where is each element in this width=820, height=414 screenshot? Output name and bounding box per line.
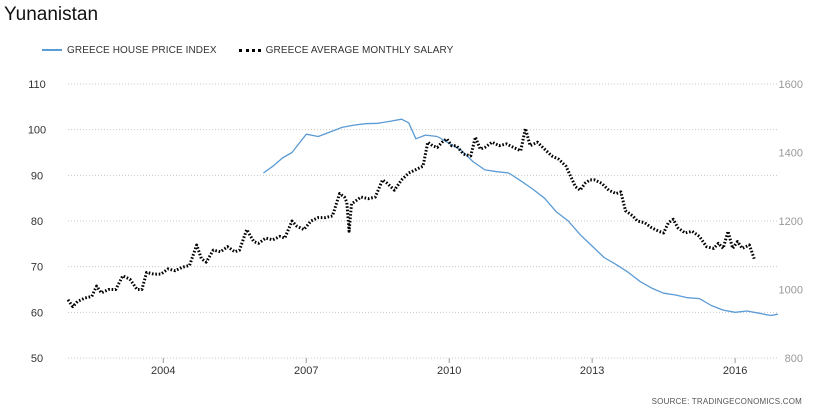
y-left-tick-label: 80 [31, 216, 43, 228]
y-left-tick-label: 110 [28, 79, 46, 91]
y-left-tick-label: 70 [31, 262, 43, 274]
x-axis-ticks: 2004 2007 2010 2013 2016 [151, 358, 747, 377]
legend-label-house: GREECE HOUSE PRICE INDEX [67, 44, 217, 56]
y-left-tick-label: 50 [31, 353, 43, 365]
x-tick-label: 2004 [151, 365, 175, 377]
x-tick-label: 2013 [580, 365, 604, 377]
legend-swatch-house [42, 49, 62, 51]
y-right-tick-label: 1200 [779, 216, 803, 228]
left-axis-ticks: 50 60 70 80 90 100 110 [28, 79, 46, 365]
y-right-tick-label: 1400 [779, 148, 803, 160]
legend-item-house[interactable]: GREECE HOUSE PRICE INDEX [42, 45, 217, 56]
legend-swatch-salary [238, 48, 261, 52]
y-left-tick-label: 100 [28, 125, 46, 137]
y-left-tick-label: 90 [31, 170, 43, 182]
right-axis-ticks: 800 1000 1200 1400 1600 [779, 79, 803, 365]
x-tick-label: 2007 [294, 365, 318, 377]
series-group [66, 118, 779, 317]
y-right-tick-label: 1000 [779, 285, 803, 297]
series-line-salary[interactable] [66, 127, 756, 309]
legend-label-salary: GREECE AVERAGE MONTHLY SALARY [265, 44, 454, 56]
legend-item-salary[interactable]: GREECE AVERAGE MONTHLY SALARY [238, 44, 454, 56]
grid-lines [68, 83, 778, 359]
y-right-tick-label: 1600 [779, 79, 803, 91]
x-tick-label: 2016 [723, 365, 747, 377]
y-left-tick-label: 60 [31, 307, 43, 319]
y-right-tick-label: 800 [785, 353, 803, 365]
chart-legend: GREECE HOUSE PRICE INDEX GREECE AVERAGE … [42, 42, 475, 58]
source-label: SOURCE: TRADINGECONOMICS.COM [651, 397, 802, 406]
x-tick-label: 2010 [437, 365, 461, 377]
series-line-house[interactable] [263, 118, 779, 317]
chart-title: Yunanistan [4, 4, 99, 25]
